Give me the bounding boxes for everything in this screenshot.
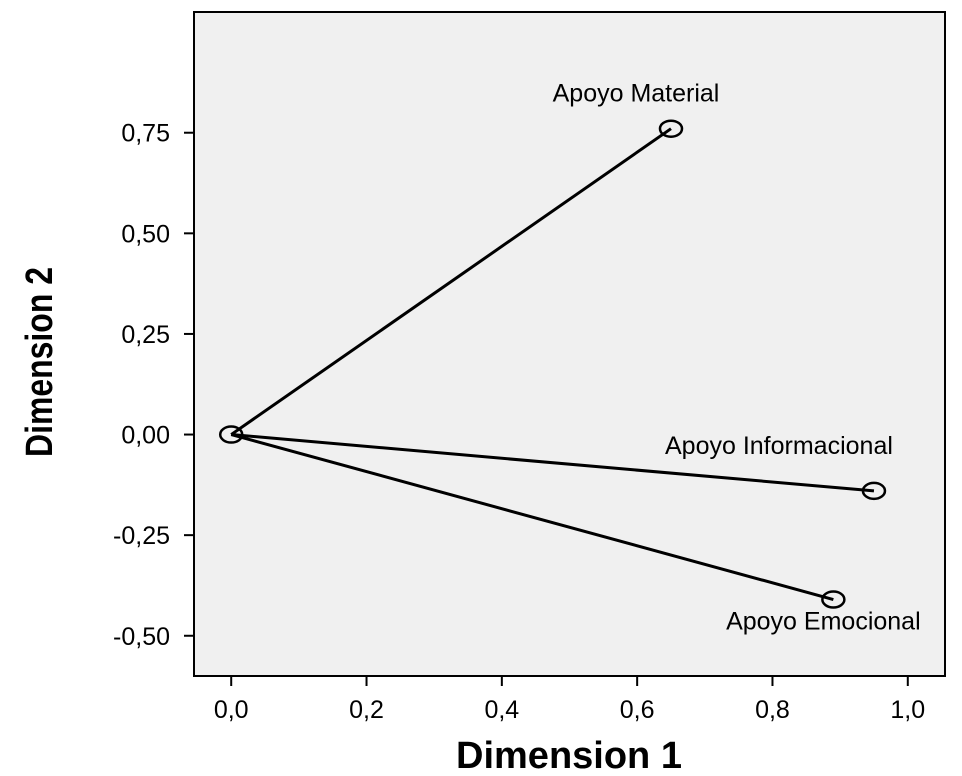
point-marker [821, 590, 846, 609]
x-tick-label: 0,0 [214, 696, 249, 724]
point-marker [658, 119, 684, 138]
x-tick-label: 0,8 [755, 696, 790, 724]
y-tick-label: -0,50 [113, 623, 170, 651]
y-tick-label: 0,75 [121, 120, 170, 148]
y-tick-label: 0,50 [121, 220, 170, 248]
origin-marker [218, 425, 244, 444]
point-labels: Apoyo Material Apoyo Informacional Apoyo E… [553, 80, 921, 636]
x-tick-label: 0,4 [484, 696, 519, 724]
y-axis-title: Dimension 2 [19, 267, 61, 457]
y-tick-label: -0,25 [113, 522, 170, 550]
point-label: Apoyo Informacional [665, 432, 893, 460]
point-label: Apoyo Emocional [726, 608, 921, 636]
point-markers [218, 119, 887, 609]
point-label: Apoyo Material [553, 80, 720, 108]
x-tick-label: 0,6 [620, 696, 655, 724]
x-tick-label: 0,2 [349, 696, 384, 724]
vector-line [230, 127, 672, 436]
x-axis: 0,0 0,2 0,4 0,6 0,8 1,0 [214, 676, 925, 724]
vector-line [230, 433, 834, 601]
y-axis: 0,75 0,50 0,25 0,00 -0,25 -0,50 [113, 120, 194, 651]
x-axis-title: Dimension 1 [456, 735, 682, 776]
vector-line [231, 433, 875, 493]
point-marker [861, 481, 887, 501]
vector-lines [230, 127, 875, 601]
y-tick-label: 0,25 [121, 321, 170, 349]
y-tick-label: 0,00 [121, 422, 170, 450]
x-tick-label: 1,0 [890, 696, 925, 724]
plot-area [193, 11, 946, 677]
